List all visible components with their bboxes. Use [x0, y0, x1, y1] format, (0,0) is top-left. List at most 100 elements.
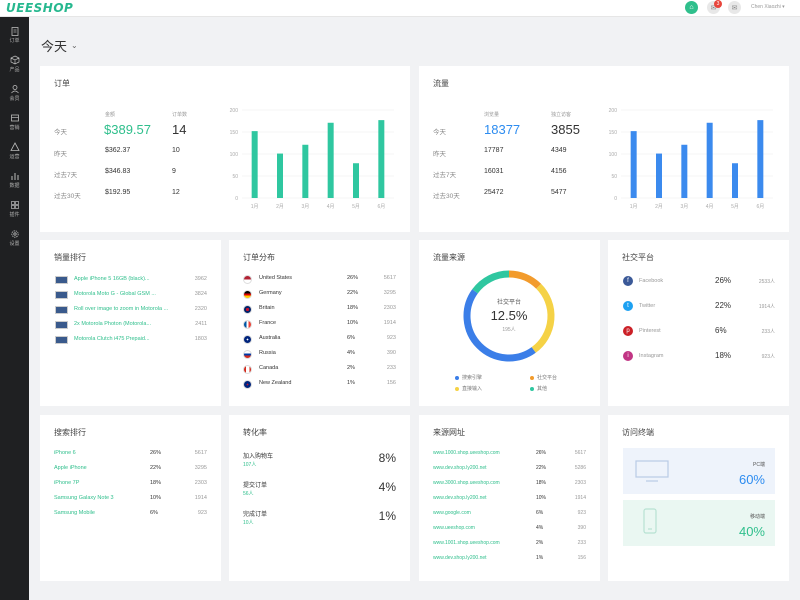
traffic-bar: [656, 153, 662, 198]
list-item: 完成订单 10人 1%: [229, 507, 410, 531]
y-tick-label: 150: [230, 130, 239, 136]
visitors-value: 4156: [551, 168, 567, 175]
notification-badge: 3: [714, 0, 722, 8]
list-item: 加入购物车 107人 8%: [229, 449, 410, 473]
list-item[interactable]: www.1001.shop.ueeshop.com 2% 233: [419, 540, 600, 554]
chevron-down-icon: ⌄: [71, 41, 78, 50]
count-value: 12: [172, 189, 180, 196]
twitter-icon: t: [623, 301, 633, 311]
country-name: France: [259, 320, 277, 326]
row-label: 过去7天: [54, 172, 78, 179]
list-item[interactable]: Apple iPhone 22% 3295: [40, 465, 221, 479]
search-value: 5617: [194, 450, 207, 456]
x-tick-label: 1月: [251, 204, 259, 210]
list-item[interactable]: iPhone 7P 18% 2303: [40, 480, 221, 494]
country-name: Canada: [259, 365, 279, 371]
logo[interactable]: UEESHOP: [6, 1, 74, 15]
list-item[interactable]: www.dev.shop.ly200.net 10% 1914: [419, 495, 600, 509]
referrers-card: 来源网址 www.1000.shop.ueeshop.com 26% 5617 www…: [419, 415, 600, 581]
product-thumbnail: [55, 276, 68, 284]
legend-item[interactable]: 直接输入: [455, 385, 482, 392]
list-item[interactable]: iPhone 6 26% 5617: [40, 450, 221, 464]
mobile-device-box: 移动端 40%: [623, 500, 775, 546]
country-percent: 10%: [347, 320, 359, 326]
search-percent: 6%: [150, 510, 158, 516]
views-value: 25472: [484, 189, 504, 196]
referrer-percent: 2%: [536, 540, 544, 546]
donut-slice[interactable]: [508, 270, 542, 289]
sidebar-item-products[interactable]: 产品: [0, 54, 29, 76]
count-value: 10: [172, 147, 180, 154]
donut-center-sub: 195人: [502, 327, 516, 333]
list-item[interactable]: Apple iPhone 5 16GB (black)... 3962: [40, 276, 221, 290]
list-item[interactable]: Motorola Moto G - Global GSM ... 3824: [40, 291, 221, 305]
social-percent: 6%: [715, 326, 727, 335]
list-item[interactable]: www.dev.shop.ly200.net 1% 156: [419, 555, 600, 569]
column-header: 浏览量: [484, 112, 500, 118]
country-name: Australia: [259, 335, 281, 341]
referrer-value: 390: [577, 525, 586, 531]
country-name: Britain: [259, 305, 275, 311]
sidebar-item-marketing[interactable]: 营销: [0, 112, 29, 134]
views-value: 17787: [484, 147, 504, 154]
legend-item[interactable]: 社交平台: [530, 374, 557, 381]
x-tick-label: 5月: [352, 204, 360, 210]
legend-item[interactable]: 搜索引擎: [455, 374, 482, 381]
user-menu[interactable]: Chen Xiaozhi ▾: [751, 4, 785, 10]
list-item: p Pinterest 6% 233人: [608, 326, 789, 340]
legend-label: 其他: [537, 386, 548, 392]
date-range-selector[interactable]: 今天 ⌄: [41, 36, 78, 55]
search-value: 2303: [194, 480, 207, 486]
list-item[interactable]: Samsung Mobile 6% 923: [40, 510, 221, 524]
search-percent: 18%: [150, 480, 162, 486]
sidebar-item-label: 设置: [9, 241, 20, 247]
row-label: 昨天: [54, 151, 67, 158]
top-bar: UEESHOP ⌂ ✉ 3 ✉ Chen Xiaozhi ▾: [0, 0, 800, 17]
list-item[interactable]: www.ueeshop.com 4% 390: [419, 525, 600, 539]
pc-value: 60%: [738, 472, 765, 487]
list-item[interactable]: www.3000.shop.ueeshop.com 18% 2303: [419, 480, 600, 494]
product-sales: 3824: [194, 291, 207, 297]
x-tick-label: 1月: [630, 204, 638, 210]
user-icon: [10, 85, 19, 94]
list-item[interactable]: Motorola Clutch i475 Prepaid... 1803: [40, 336, 221, 350]
donut-slice[interactable]: [531, 283, 555, 353]
referrer-percent: 1%: [536, 555, 544, 561]
sidebar-item-data[interactable]: 数据: [0, 170, 29, 192]
list-item[interactable]: www.1000.shop.ueeshop.com 26% 5617: [419, 450, 600, 464]
list-item[interactable]: www.google.com 6% 923: [419, 510, 600, 524]
list-item[interactable]: Roll over image to zoom in Motorola ... 2…: [40, 306, 221, 320]
sidebar-item-orders[interactable]: 订单: [0, 25, 29, 47]
legend-item[interactable]: 其他: [530, 385, 547, 392]
tag-icon: [10, 114, 19, 122]
flag-icon: [243, 335, 252, 344]
referrer-percent: 10%: [536, 495, 547, 501]
sidebar-item-plugins[interactable]: 插件: [0, 199, 29, 221]
referrer-percent: 18%: [536, 480, 547, 486]
sidebar-item-operations[interactable]: 运营: [0, 141, 29, 163]
country-percent: 4%: [347, 350, 355, 356]
amount-value: $362.37: [105, 147, 131, 154]
column-header: 金额: [105, 112, 116, 118]
home-icon[interactable]: ⌂: [685, 1, 698, 14]
y-tick-label: 200: [609, 108, 618, 114]
sidebar-item-label: 订单: [9, 38, 20, 44]
sidebar-item-members[interactable]: 会员: [0, 83, 29, 105]
x-tick-label: 6月: [756, 204, 764, 210]
search-term: Samsung Mobile: [54, 510, 95, 516]
traffic-source-card: 流量来源 社交平台 12.5% 195人 搜索引擎 社交平台 直接输入 其他: [419, 240, 600, 406]
orders-card: 订单 金额 订单数 今天 $389.57 14 昨天 $362.37 10 过去…: [40, 66, 410, 232]
list-item[interactable]: www.dev.shop.ly200.net 22% 5286: [419, 465, 600, 479]
country-name: Russia: [259, 350, 276, 356]
donut-slice[interactable]: [472, 270, 510, 294]
donut-slice[interactable]: [463, 289, 536, 362]
list-item: Germany 22% 3295: [229, 290, 410, 304]
search-term: Samsung Galaxy Note 3: [54, 495, 114, 501]
product-sales: 2320: [194, 306, 207, 312]
card-title: 订单: [54, 79, 70, 88]
amount-value: $192.95: [105, 189, 131, 196]
sidebar-item-settings[interactable]: 设置: [0, 228, 29, 250]
list-item[interactable]: 2x Motorola Photon (Motorola... 2411: [40, 321, 221, 335]
list-item[interactable]: Samsung Galaxy Note 3 10% 1914: [40, 495, 221, 509]
mail-icon[interactable]: ✉: [728, 1, 741, 14]
